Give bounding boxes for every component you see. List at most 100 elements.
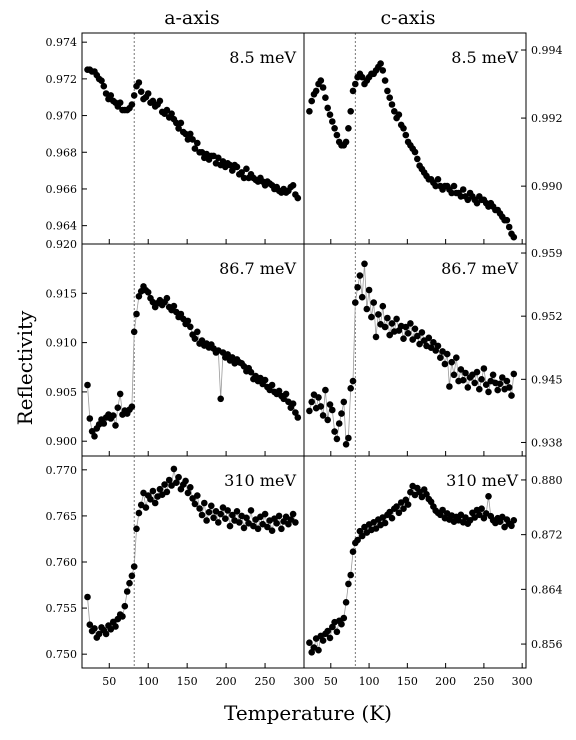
data-point xyxy=(144,90,152,97)
data-point xyxy=(437,354,444,362)
data-point xyxy=(236,519,243,526)
y-tick-label: 0.750 xyxy=(46,648,78,661)
energy-label: 86.7 meV xyxy=(219,259,296,278)
data-point xyxy=(135,293,143,300)
panel-frame xyxy=(303,455,527,669)
data-point xyxy=(114,404,122,412)
column-title-a-axis: a-axis xyxy=(164,7,220,29)
y-tick-label: 0.900 xyxy=(46,435,78,448)
data-point xyxy=(268,527,276,534)
x-tick-label: 150 xyxy=(177,675,198,688)
data-point xyxy=(182,130,189,138)
data-point xyxy=(485,493,492,500)
y-tick-label: 0.915 xyxy=(46,287,78,300)
data-point xyxy=(342,138,350,146)
data-point xyxy=(400,335,407,343)
data-point xyxy=(91,433,98,440)
data-point xyxy=(347,571,355,579)
data-point xyxy=(494,386,502,394)
data-point xyxy=(381,77,389,84)
data-point xyxy=(340,398,348,406)
data-point xyxy=(331,125,338,132)
panel-data xyxy=(84,283,302,440)
data-point xyxy=(135,79,143,86)
data-point xyxy=(324,104,332,112)
data-point xyxy=(191,145,199,152)
x-tick-label: 200 xyxy=(435,675,456,688)
y-tick-label: 0.990 xyxy=(531,180,563,193)
panel-a-8.5: 0.964 0.966 0.968 0.970 0.972 0.974 8.5 meV xyxy=(46,32,305,245)
data-point xyxy=(163,106,171,114)
data-point xyxy=(338,620,345,628)
y-tick-label: 0.760 xyxy=(46,556,78,569)
data-point xyxy=(130,92,138,99)
data-point xyxy=(289,510,297,518)
data-point xyxy=(459,376,467,384)
data-point xyxy=(133,310,140,318)
data-point xyxy=(312,87,320,95)
data-point xyxy=(368,313,375,321)
data-point xyxy=(464,384,472,391)
data-point xyxy=(482,381,490,389)
data-point xyxy=(278,525,285,533)
data-point xyxy=(388,101,396,108)
data-point xyxy=(226,522,234,530)
data-point xyxy=(430,339,437,346)
data-point xyxy=(361,260,368,268)
data-point xyxy=(400,505,407,512)
data-point xyxy=(184,136,192,143)
data-point xyxy=(275,512,283,520)
data-point xyxy=(393,315,400,323)
data-point xyxy=(156,485,164,493)
panel-c-86.7: 0.938 0.945 0.952 0.959 86.7 meV xyxy=(303,243,563,457)
data-point xyxy=(229,511,236,519)
data-point xyxy=(324,416,332,424)
data-point xyxy=(173,479,180,487)
data-point xyxy=(372,525,380,532)
data-point xyxy=(345,434,352,442)
data-point xyxy=(393,503,400,510)
data-point xyxy=(128,101,136,108)
data-point xyxy=(184,489,192,497)
data-point xyxy=(261,376,269,384)
data-point xyxy=(196,505,203,512)
data-point xyxy=(386,331,394,339)
data-point xyxy=(123,588,131,595)
data-point xyxy=(464,196,472,204)
x-tick-label: 100 xyxy=(359,675,380,688)
data-point xyxy=(414,332,421,340)
data-point xyxy=(381,519,389,527)
x-tick-label: 250 xyxy=(473,675,494,688)
data-point xyxy=(388,320,396,327)
data-point xyxy=(352,299,359,306)
y-tick-label: 0.952 xyxy=(531,310,563,323)
data-point xyxy=(345,125,352,132)
data-point xyxy=(404,501,412,508)
data-point xyxy=(363,305,371,313)
data-point xyxy=(292,409,299,416)
data-point xyxy=(100,82,108,90)
data-point xyxy=(233,163,241,171)
data-point xyxy=(233,508,241,515)
data-point xyxy=(294,414,302,421)
data-point xyxy=(358,532,366,540)
data-point xyxy=(175,473,182,481)
data-point xyxy=(386,94,394,101)
data-point xyxy=(384,87,391,95)
panel-data xyxy=(306,482,518,656)
data-point xyxy=(112,623,119,630)
y-tick-label: 0.910 xyxy=(46,337,78,350)
data-point xyxy=(322,94,329,101)
data-point xyxy=(473,368,481,376)
y-tick-label: 0.856 xyxy=(531,638,563,651)
data-point xyxy=(409,336,417,343)
data-point xyxy=(381,323,389,331)
data-point xyxy=(147,496,154,503)
y-tick-label: 0.880 xyxy=(531,474,563,487)
data-point xyxy=(496,380,504,388)
connector-line xyxy=(309,263,515,445)
data-point xyxy=(476,511,483,519)
panel-data xyxy=(84,465,299,641)
data-point xyxy=(226,161,234,169)
data-point xyxy=(510,233,518,241)
